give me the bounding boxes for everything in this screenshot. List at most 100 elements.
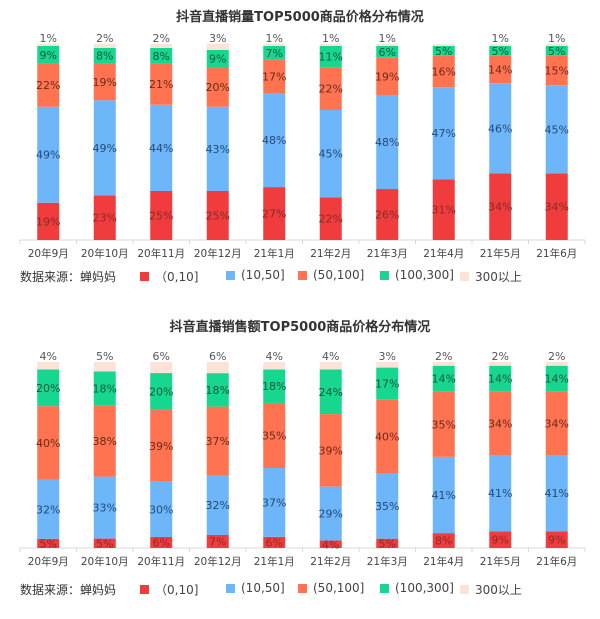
data-label: 3% <box>379 350 396 363</box>
bar-segment <box>376 189 399 240</box>
legend-label: (100,300] <box>395 268 454 282</box>
data-label: 7% <box>209 535 226 548</box>
legend-label: (100,300] <box>395 581 454 595</box>
bar-segment <box>545 362 568 366</box>
bar-segment <box>206 475 229 535</box>
x-tick-label: 21年6月 <box>536 247 577 260</box>
bar-segment <box>93 195 116 240</box>
legend-item: (100,300] <box>380 268 454 282</box>
bar-segment <box>93 100 116 196</box>
bar-segment <box>432 456 455 534</box>
data-label: 46% <box>488 122 512 135</box>
data-label: 2% <box>435 350 452 363</box>
legend-item: （0,10] <box>140 268 198 285</box>
bar-segment <box>263 369 286 403</box>
bar-segment <box>37 479 60 539</box>
bar-segment <box>263 44 286 46</box>
bar-segment <box>319 369 342 415</box>
data-label: 35% <box>262 429 286 442</box>
data-label: 19% <box>93 76 117 89</box>
bar-segment <box>489 173 512 240</box>
bar-segment <box>319 197 342 240</box>
bar-segment <box>545 531 568 548</box>
bar-segment <box>206 67 229 107</box>
data-label: 1% <box>266 32 283 45</box>
bar-segment <box>93 538 116 548</box>
data-label: 1% <box>40 32 57 45</box>
legend-swatch <box>298 270 307 280</box>
bar-segment <box>319 67 342 110</box>
chart-title: 抖音直播销售额TOP5000商品价格分布情况 <box>169 320 431 335</box>
bar-segment <box>376 538 399 548</box>
bar-segment <box>37 202 60 240</box>
data-label: 45% <box>545 123 569 136</box>
legend: 数据来源：蝉妈妈 （0,10] (10,50] (50,100] (100,300] 3… <box>0 581 600 601</box>
data-label: 6% <box>266 536 283 549</box>
bar-segment <box>376 57 399 95</box>
bar-segment <box>432 362 455 366</box>
legend-item: 300以上 <box>460 581 522 598</box>
bar-segment <box>489 531 512 548</box>
data-label: 1% <box>548 32 565 45</box>
legend-swatch <box>460 585 469 594</box>
bar-segment <box>263 468 286 537</box>
bar-segment <box>489 391 512 455</box>
data-label: 8% <box>153 50 170 63</box>
bar-segment <box>37 63 60 107</box>
data-label: 14% <box>488 63 512 76</box>
bar-segment <box>206 44 229 50</box>
bar-segment <box>206 406 229 476</box>
data-label: 20% <box>206 81 230 94</box>
x-tick-label: 21年1月 <box>254 247 295 260</box>
bar-segment <box>37 369 60 407</box>
data-label: 35% <box>375 500 399 513</box>
bar-segment <box>376 399 399 474</box>
data-label: 49% <box>36 149 60 162</box>
data-label: 14% <box>432 373 456 386</box>
legend-label: (10,50] <box>241 268 285 282</box>
legend-swatch <box>140 272 149 281</box>
bar-segment <box>545 455 568 532</box>
data-label: 38% <box>93 435 117 448</box>
bar-segment <box>545 44 568 46</box>
x-tick-label: 21年3月 <box>367 247 408 260</box>
bar-segment <box>93 371 116 406</box>
data-label: 5% <box>40 537 57 550</box>
legend-item: （0,10] <box>140 581 198 598</box>
data-label: 49% <box>93 142 117 155</box>
x-tick-label: 21年4月 <box>423 247 464 260</box>
legend-swatch <box>226 583 235 593</box>
data-label: 6% <box>153 350 170 363</box>
data-label: 43% <box>206 143 230 156</box>
bar-segment <box>263 536 286 548</box>
x-tick-label: 20年11月 <box>137 555 185 568</box>
data-label: 48% <box>375 136 399 149</box>
bar-segment <box>376 362 399 368</box>
data-label: 37% <box>262 496 286 509</box>
legend-item: (50,100] <box>298 581 364 595</box>
bar-segment <box>489 455 512 532</box>
data-label: 8% <box>435 535 452 548</box>
data-label: 41% <box>432 489 456 502</box>
bar-segment <box>489 55 512 84</box>
x-tick-label: 20年10月 <box>81 247 129 260</box>
data-label: 32% <box>206 499 230 512</box>
bar-segment <box>150 409 173 482</box>
bar-segment <box>432 44 455 46</box>
data-label: 3% <box>209 32 226 45</box>
bar-segment <box>150 373 173 410</box>
bar-segment <box>93 362 116 372</box>
data-label: 9% <box>209 53 226 66</box>
legend-item: (50,100] <box>298 268 364 282</box>
bar-segment <box>150 481 173 537</box>
x-tick-label: 21年5月 <box>480 247 521 260</box>
bar-segment <box>206 49 229 68</box>
sales-volume-chart: 抖音直播销量TOP5000商品价格分布情况 19% 49% 22% 9% 1% 20年9月… <box>0 0 600 305</box>
data-label: 4% <box>40 350 57 363</box>
legend-label: （0,10] <box>155 583 199 597</box>
data-label: 18% <box>206 384 230 397</box>
data-label: 20% <box>149 385 173 398</box>
legend: 数据来源：蝉妈妈 （0,10] (10,50] (50,100] (100,300] 3… <box>0 268 600 288</box>
data-label: 29% <box>319 508 343 521</box>
data-label: 6% <box>209 350 226 363</box>
